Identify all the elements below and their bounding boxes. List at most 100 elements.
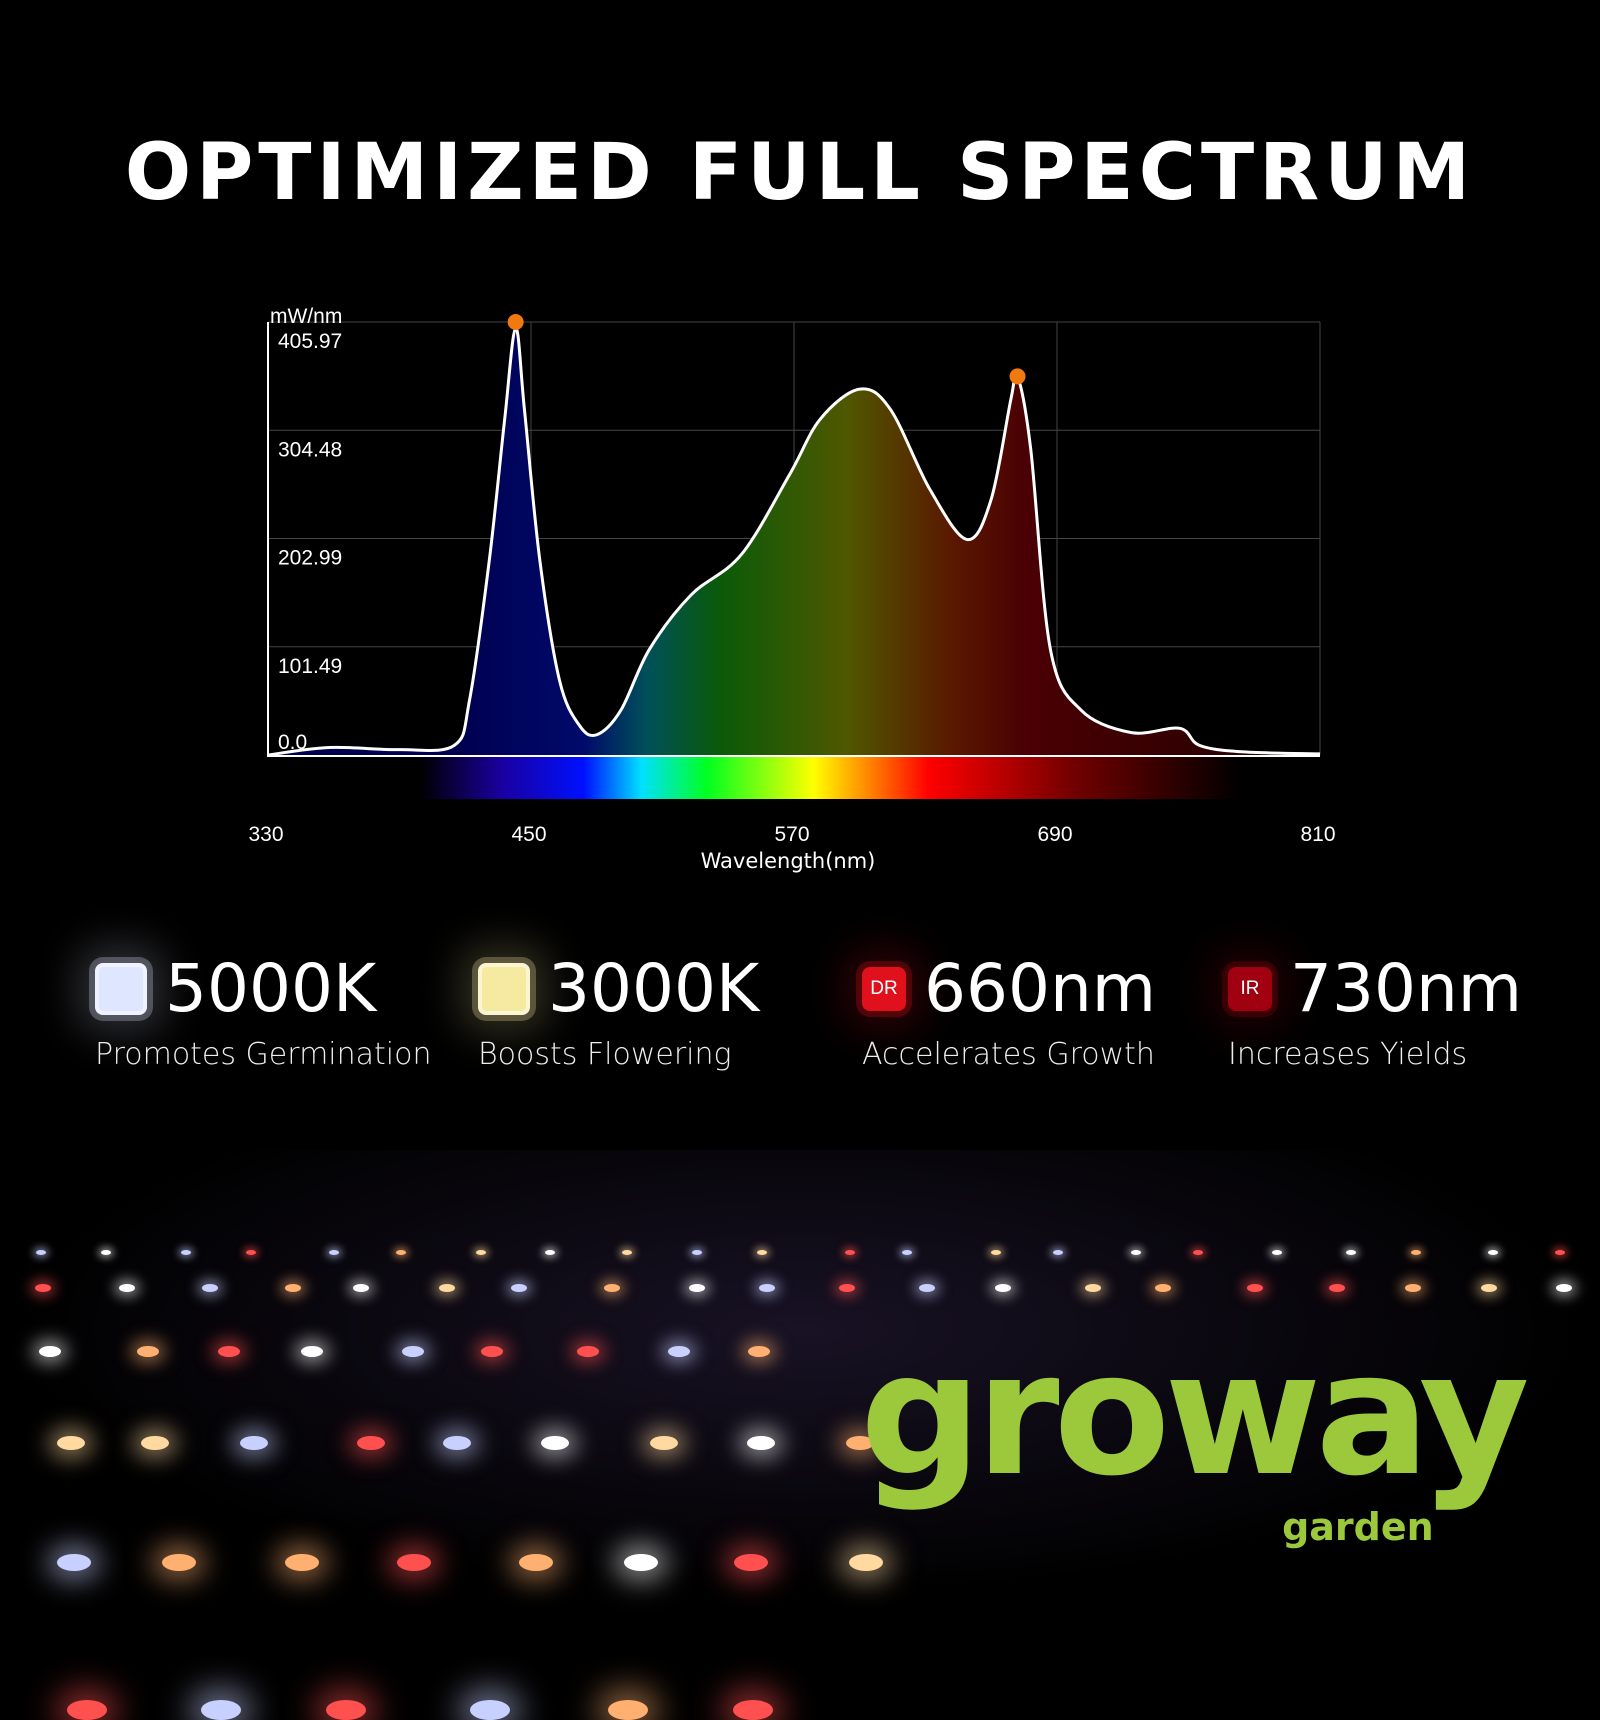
led-light xyxy=(439,1284,455,1292)
page-title: OPTIMIZED FULL SPECTRUM xyxy=(124,128,1476,218)
feature-description: Boosts Flowering xyxy=(478,1037,732,1072)
led-light xyxy=(845,1436,874,1450)
logo-wordmark: groway xyxy=(860,1316,1530,1514)
led-light xyxy=(325,1700,366,1720)
led-light xyxy=(518,1554,553,1571)
led-light xyxy=(1346,1250,1357,1255)
groway-logo: groway garden xyxy=(860,1316,1530,1549)
led-light xyxy=(240,1436,269,1450)
led-light xyxy=(919,1284,935,1292)
led-light xyxy=(401,1346,424,1357)
x-axis-label: Wavelength(nm) xyxy=(701,849,876,873)
feature-5000k: 5000K Promotes Germination xyxy=(95,950,432,1072)
led-light xyxy=(56,1554,91,1571)
led-light xyxy=(38,1346,61,1357)
y-tick-label: 101.49 xyxy=(278,655,342,678)
led-light xyxy=(67,1700,108,1720)
feature-730nm: IR 730nm Increases Yields xyxy=(1228,950,1522,1072)
logo-subtext: garden xyxy=(1282,1505,1434,1549)
led-light xyxy=(576,1346,599,1357)
led-light xyxy=(161,1554,196,1571)
y-tick-label: 304.48 xyxy=(278,438,342,461)
led-light xyxy=(1556,1284,1573,1292)
led-light xyxy=(621,1250,632,1255)
x-tick-label: 570 xyxy=(774,823,809,846)
led-light xyxy=(356,1436,385,1450)
feature-value: 660nm xyxy=(924,950,1157,1027)
led-light xyxy=(480,1346,503,1357)
led-light xyxy=(995,1284,1012,1292)
x-tick-label: 450 xyxy=(511,823,546,846)
warm-led-chip-icon xyxy=(478,962,530,1015)
led-light xyxy=(1487,1250,1498,1255)
feature-description: Increases Yields xyxy=(1228,1037,1468,1072)
led-light xyxy=(1404,1284,1421,1292)
white-led-chip-icon xyxy=(95,962,147,1015)
led-light xyxy=(747,1436,776,1450)
led-light xyxy=(1130,1250,1141,1255)
led-light xyxy=(1155,1284,1172,1292)
led-light xyxy=(285,1284,302,1292)
led-light xyxy=(352,1284,369,1292)
led-light xyxy=(56,1436,85,1450)
led-light xyxy=(1193,1250,1204,1255)
led-light xyxy=(180,1250,191,1255)
peak-marker xyxy=(507,314,524,330)
feature-660nm: DR 660nm Accelerates Growth xyxy=(862,950,1156,1072)
led-light xyxy=(1481,1284,1498,1292)
feature-description: Accelerates Growth xyxy=(862,1037,1155,1072)
spectrum-area xyxy=(268,328,1320,755)
led-light xyxy=(396,1554,431,1571)
led-light xyxy=(758,1284,775,1292)
led-light xyxy=(848,1554,883,1571)
spectrum-line xyxy=(267,326,1321,757)
feature-value: 730nm xyxy=(1290,950,1523,1027)
led-light xyxy=(1411,1250,1422,1255)
led-light xyxy=(246,1250,257,1255)
led-light xyxy=(748,1346,771,1357)
led-light xyxy=(668,1346,691,1357)
led-light xyxy=(329,1250,340,1255)
visible-spectrum-bar xyxy=(420,757,1240,799)
feature-description: Promotes Germination xyxy=(95,1037,432,1072)
deep-red-led-chip-icon: DR xyxy=(862,966,906,1011)
led-light xyxy=(200,1700,241,1720)
y-tick-label: 0.0 xyxy=(278,731,307,754)
x-tick-label: 690 xyxy=(1037,823,1072,846)
led-light xyxy=(734,1554,769,1571)
spectrum-chart: 0.0 101.49 202.99 304.48 405.97 330 450 570 690 8… xyxy=(248,305,1335,873)
y-axis-label: mW/nm xyxy=(270,305,342,328)
led-light xyxy=(623,1554,658,1571)
led-light xyxy=(101,1250,112,1255)
led-light xyxy=(845,1250,856,1255)
led-light xyxy=(1052,1250,1063,1255)
feature-3000k: 3000K Boosts Flowering xyxy=(478,950,759,1072)
led-light xyxy=(36,1250,47,1255)
led-light xyxy=(757,1250,768,1255)
led-light xyxy=(469,1700,510,1720)
led-light xyxy=(1555,1250,1566,1255)
led-light xyxy=(838,1284,855,1292)
led-light xyxy=(608,1700,649,1720)
peak-marker xyxy=(1009,368,1026,385)
x-tick-label: 810 xyxy=(1300,823,1335,846)
y-tick-label: 405.97 xyxy=(278,330,342,353)
led-light xyxy=(140,1436,169,1450)
led-light xyxy=(901,1250,912,1255)
led-light xyxy=(1271,1250,1282,1255)
led-light xyxy=(990,1250,1001,1255)
led-light xyxy=(119,1284,136,1292)
y-tick-label: 202.99 xyxy=(278,547,342,570)
led-light xyxy=(692,1250,703,1255)
led-light xyxy=(1247,1284,1264,1292)
led-light xyxy=(202,1284,219,1292)
led-light xyxy=(475,1250,486,1255)
feature-value: 5000K xyxy=(165,950,377,1027)
led-light xyxy=(137,1346,160,1357)
x-tick-label: 330 xyxy=(248,823,283,846)
led-light xyxy=(732,1700,773,1720)
led-light xyxy=(541,1436,570,1450)
led-light xyxy=(442,1436,471,1450)
led-light xyxy=(545,1250,556,1255)
led-light xyxy=(34,1284,51,1292)
